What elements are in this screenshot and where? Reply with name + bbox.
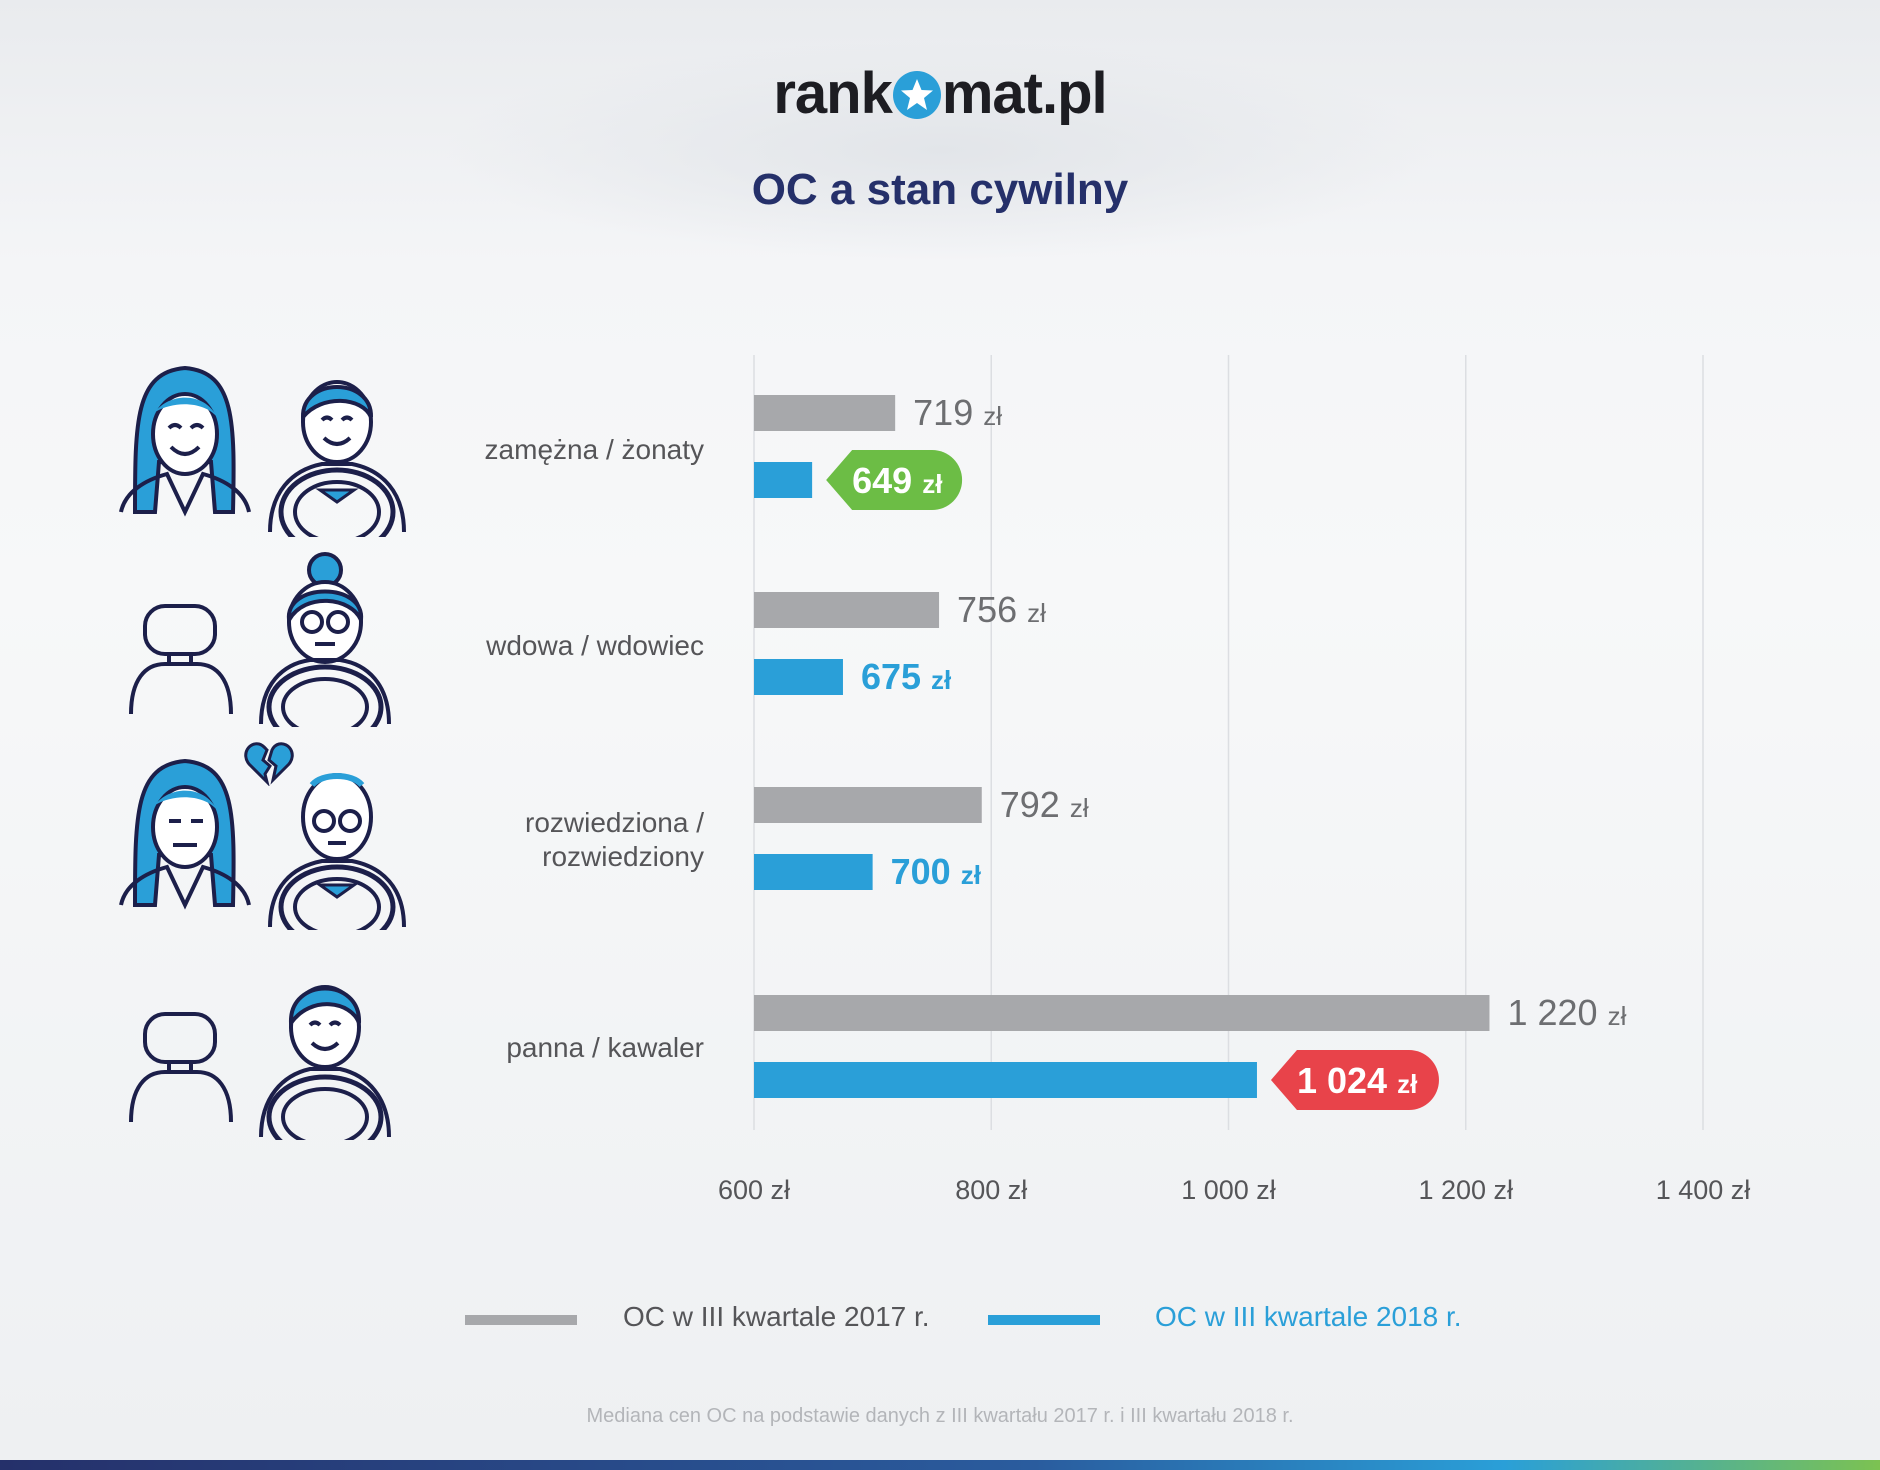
x-tick-label: 600 zł xyxy=(718,1175,790,1205)
man-driving-icon xyxy=(268,380,406,537)
legend-swatch-2017 xyxy=(465,1315,577,1325)
empty-seat-icon xyxy=(129,1012,233,1123)
category-label-divorced: rozwiedziona / rozwiedziony xyxy=(525,806,704,874)
value-badge xyxy=(826,450,963,510)
old-woman-driving-icon xyxy=(259,552,391,727)
star-icon xyxy=(892,71,941,119)
category-label-divorced-line2: rozwiedziony xyxy=(542,841,704,872)
legend: OC w III kwartale 2017 r. OC w III kwart… xyxy=(0,1300,1880,1340)
bar-2017 xyxy=(754,592,940,628)
value-label-2018: 700 zł xyxy=(891,851,982,892)
x-tick-label: 1 400 zł xyxy=(1656,1175,1751,1205)
legend-label-2018: OC w III kwartale 2018 r. xyxy=(1155,1301,1462,1332)
value-label-2017: 1 220 zł xyxy=(1507,992,1626,1033)
legend-label-2017: OC w III kwartale 2017 r. xyxy=(623,1301,930,1332)
bar-2018 xyxy=(754,659,843,695)
woman-icon xyxy=(119,758,251,910)
woman-icon xyxy=(119,365,251,517)
value-badge xyxy=(1270,1050,1439,1110)
category-label-divorced-line1: rozwiedziona / xyxy=(525,807,704,838)
bar-2018 xyxy=(754,854,873,890)
broken-heart-icon xyxy=(244,742,294,786)
category-label-single: panna / kawaler xyxy=(506,1032,704,1063)
chart-title: OC a stan cywilny xyxy=(751,165,1129,214)
bottom-accent-bar xyxy=(0,1460,1880,1470)
x-tick-label: 1 000 zł xyxy=(1181,1175,1276,1205)
logo: rank mat.pl xyxy=(0,60,1880,127)
bar-2017 xyxy=(754,995,1490,1031)
bald-man-driving-icon xyxy=(268,773,406,930)
bar-2017 xyxy=(754,787,982,823)
bar-2018 xyxy=(754,1062,1257,1098)
logo-text-part: mat.pl xyxy=(941,61,1108,126)
category-label-widowed: wdowa / wdowiec xyxy=(486,630,704,661)
category-label-married: zamężna / żonaty xyxy=(484,434,704,465)
empty-seat-icon xyxy=(129,604,233,715)
logo-text-part: rank xyxy=(773,61,893,126)
x-tick-label: 800 zł xyxy=(955,1175,1027,1205)
value-label-2018: 675 zł xyxy=(861,656,952,697)
footnote: Mediana cen OC na podstawie danych z III… xyxy=(586,1405,1294,1427)
bar-2017 xyxy=(754,395,896,431)
bar-2018 xyxy=(754,462,813,498)
value-label-2017: 756 zł xyxy=(957,589,1046,630)
x-tick-label: 1 200 zł xyxy=(1418,1175,1513,1205)
value-label-2017: 792 zł xyxy=(1000,784,1089,825)
young-man-driving-icon xyxy=(259,985,391,1140)
legend-swatch-2018 xyxy=(988,1315,1100,1325)
header-background xyxy=(440,40,1440,260)
value-label-2017: 719 zł xyxy=(913,392,1002,433)
